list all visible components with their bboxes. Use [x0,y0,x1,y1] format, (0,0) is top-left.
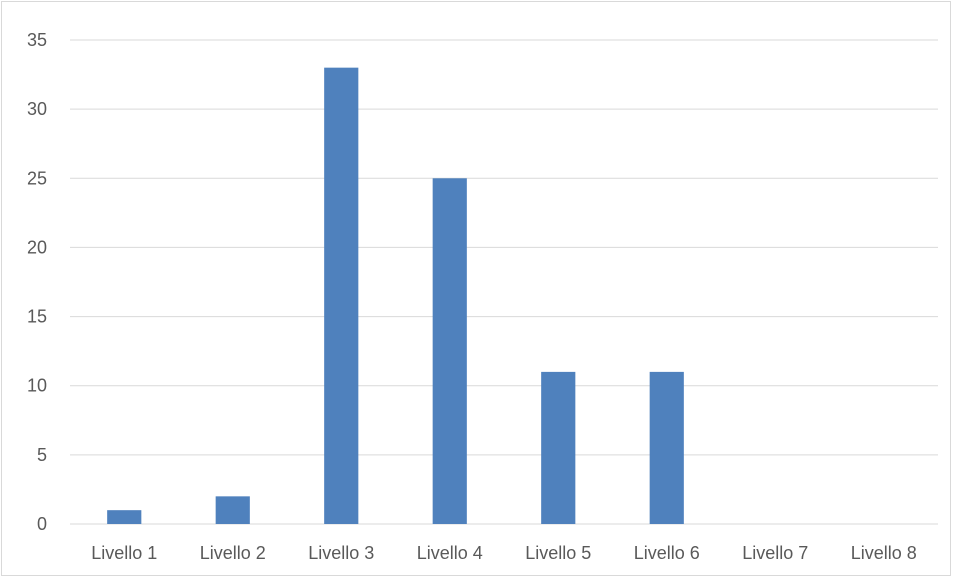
x-tick-label: Livello 3 [308,543,374,563]
y-tick-label: 25 [27,168,47,188]
x-tick-label: Livello 8 [851,543,917,563]
bar-livello-4 [432,178,467,525]
y-tick-label: 20 [27,237,47,257]
x-tick-label: Livello 2 [200,543,266,563]
bar-livello-5 [541,371,576,524]
y-tick-label: 10 [27,376,47,396]
x-tick-label: Livello 1 [91,543,157,563]
y-tick-label: 35 [27,30,47,50]
bar-livello-2 [215,496,250,524]
x-tick-label: Livello 7 [742,543,808,563]
y-tick-label: 5 [37,445,47,465]
y-tick-label: 30 [27,99,47,119]
x-tick-label: Livello 6 [634,543,700,563]
x-tick-label: Livello 5 [525,543,591,563]
x-tick-label: Livello 4 [417,543,483,563]
x-axis-tick-labels: Livello 1 Livello 2 Livello 3 Livello 4 Live… [91,543,917,563]
bars [107,67,684,525]
bar-livello-6 [649,371,684,524]
bar-livello-1 [107,510,142,524]
y-tick-label: 15 [27,307,47,327]
gridlines [70,39,938,525]
bar-livello-3 [324,67,359,525]
y-tick-label: 0 [37,514,47,534]
y-axis-tick-labels: 0 5 10 15 20 25 30 35 [27,30,47,534]
